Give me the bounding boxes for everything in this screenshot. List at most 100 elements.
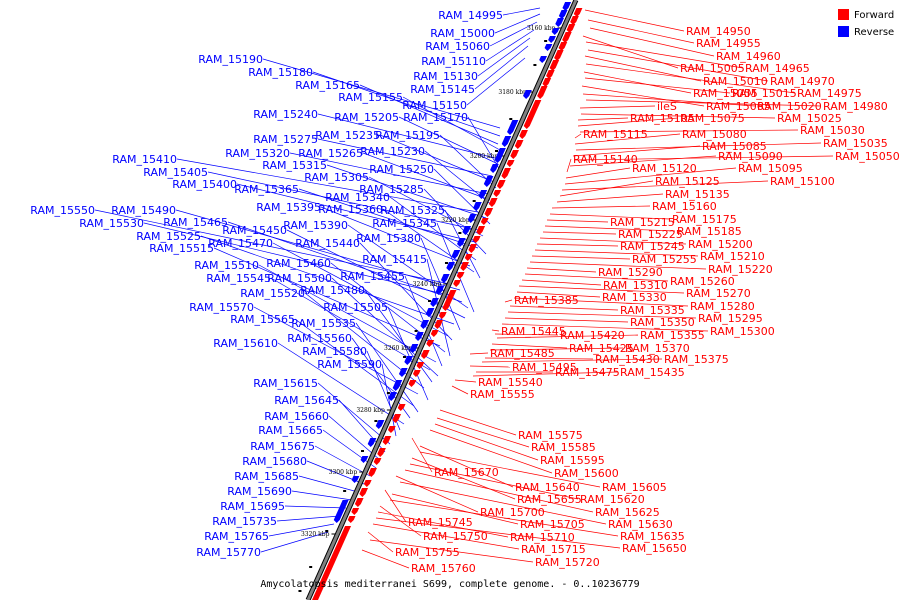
forward-gene-arrow[interactable]: [453, 280, 461, 287]
forward-gene-label[interactable]: RAM_15630: [608, 518, 673, 531]
forward-gene-label[interactable]: RAM_15120: [632, 162, 697, 175]
forward-gene-label[interactable]: RAM_15620: [580, 493, 645, 506]
reverse-gene-label[interactable]: RAM_15240: [253, 108, 318, 121]
reverse-gene-label[interactable]: RAM_15170: [403, 111, 468, 124]
forward-gene-label[interactable]: RAM_15135: [665, 188, 730, 201]
forward-gene-arrow[interactable]: [493, 190, 502, 197]
reverse-gene-arrow[interactable]: [375, 420, 385, 429]
forward-gene-label[interactable]: RAM_15310: [603, 279, 668, 292]
reverse-gene-label[interactable]: RAM_15265: [298, 147, 363, 160]
reverse-gene-label[interactable]: RAM_15275: [253, 133, 318, 146]
forward-gene-arrow[interactable]: [506, 160, 515, 167]
forward-gene-arrow[interactable]: [456, 272, 465, 279]
forward-gene-label[interactable]: RAM_15025: [777, 112, 842, 125]
forward-gene-label[interactable]: RAM_15635: [620, 530, 685, 543]
forward-gene-label[interactable]: RAM_15215: [610, 216, 675, 229]
reverse-gene-label[interactable]: RAM_15560: [287, 332, 352, 345]
reverse-gene-label[interactable]: RAM_15205: [334, 111, 399, 124]
reverse-gene-label[interactable]: RAM_15510: [194, 259, 259, 272]
forward-gene-label[interactable]: RAM_15290: [598, 266, 663, 279]
forward-gene-label[interactable]: RAM_15075: [680, 112, 745, 125]
reverse-gene-arrow[interactable]: [388, 392, 397, 401]
forward-gene-label[interactable]: RAM_15335: [620, 304, 685, 317]
forward-gene-arrow[interactable]: [312, 526, 352, 600]
forward-gene-label[interactable]: RAM_15655: [517, 493, 582, 506]
forward-gene-label[interactable]: RAM_15030: [800, 124, 865, 137]
forward-gene-arrow[interactable]: [558, 42, 568, 51]
forward-gene-arrow[interactable]: [468, 244, 478, 253]
forward-gene-label[interactable]: RAM_15485: [490, 347, 555, 360]
forward-gene-arrow[interactable]: [387, 426, 396, 433]
forward-gene-label[interactable]: RAM_15095: [738, 162, 803, 175]
reverse-gene-label[interactable]: RAM_15130: [413, 70, 478, 83]
reverse-gene-arrow[interactable]: [420, 320, 430, 329]
forward-gene-label[interactable]: RAM_15330: [602, 291, 667, 304]
reverse-gene-arrow[interactable]: [351, 476, 360, 483]
forward-gene-label[interactable]: RAM_15005: [680, 62, 745, 75]
reverse-gene-arrow[interactable]: [490, 164, 499, 173]
reverse-gene-label[interactable]: RAM_15405: [143, 166, 208, 179]
reverse-gene-label[interactable]: RAM_15695: [220, 500, 285, 513]
reverse-gene-arrow[interactable]: [367, 438, 377, 447]
forward-gene-arrow[interactable]: [484, 208, 494, 217]
forward-gene-arrow[interactable]: [359, 488, 369, 497]
forward-gene-arrow[interactable]: [392, 414, 402, 423]
forward-gene-label[interactable]: RAM_15350: [630, 316, 695, 329]
forward-gene-label[interactable]: RAM_14970: [770, 75, 835, 88]
reverse-gene-arrow[interactable]: [404, 356, 413, 365]
forward-gene-arrow[interactable]: [514, 140, 524, 149]
forward-gene-label[interactable]: RAM_15270: [686, 287, 751, 300]
reverse-gene-label[interactable]: RAM_15580: [302, 345, 367, 358]
reverse-gene-label[interactable]: RAM_15505: [323, 301, 388, 314]
reverse-gene-arrow[interactable]: [467, 214, 477, 223]
forward-gene-label[interactable]: RAM_15035: [823, 137, 888, 150]
reverse-gene-label[interactable]: RAM_15410: [112, 153, 177, 166]
reverse-gene-label[interactable]: RAM_15195: [375, 129, 440, 142]
forward-gene-arrow[interactable]: [430, 330, 439, 337]
reverse-gene-label[interactable]: RAM_15155: [338, 91, 403, 104]
reverse-gene-label[interactable]: RAM_15145: [410, 83, 475, 96]
forward-gene-label[interactable]: ileS: [657, 100, 677, 113]
reverse-gene-arrow[interactable]: [333, 500, 349, 523]
forward-gene-label[interactable]: RAM_15355: [640, 329, 705, 342]
reverse-gene-label[interactable]: RAM_15480: [300, 284, 365, 297]
reverse-gene-arrow[interactable]: [473, 202, 482, 211]
reverse-gene-arrow[interactable]: [398, 368, 408, 377]
reverse-gene-label[interactable]: RAM_15535: [291, 317, 356, 330]
forward-gene-label[interactable]: RAM_15555: [470, 388, 535, 401]
reverse-gene-label[interactable]: RAM_15110: [421, 55, 486, 68]
forward-gene-label[interactable]: RAM_15225: [618, 228, 683, 241]
forward-gene-label[interactable]: RAM_15605: [602, 481, 667, 494]
reverse-gene-label[interactable]: RAM_15550: [30, 204, 95, 217]
forward-gene-arrow[interactable]: [442, 290, 457, 311]
reverse-gene-label[interactable]: RAM_15455: [340, 270, 405, 283]
forward-gene-arrow[interactable]: [460, 262, 469, 271]
reverse-gene-arrow[interactable]: [483, 176, 494, 187]
reverse-gene-label[interactable]: RAM_15680: [242, 455, 307, 468]
reverse-gene-label[interactable]: RAM_15770: [196, 546, 261, 559]
forward-gene-label[interactable]: RAM_15540: [478, 376, 543, 389]
reverse-gene-label[interactable]: RAM_15765: [204, 530, 269, 543]
reverse-gene-label[interactable]: RAM_15000: [430, 27, 495, 40]
forward-gene-label[interactable]: RAM_14975: [797, 87, 862, 100]
forward-gene-label[interactable]: RAM_15220: [708, 263, 773, 276]
forward-gene-arrow[interactable]: [542, 78, 552, 87]
reverse-gene-arrow[interactable]: [558, 10, 568, 19]
reverse-gene-label[interactable]: RAM_15660: [264, 410, 329, 423]
forward-gene-label[interactable]: RAM_15430: [595, 353, 660, 366]
reverse-gene-label[interactable]: RAM_15735: [212, 515, 277, 528]
forward-gene-label[interactable]: RAM_15475: [555, 366, 620, 379]
forward-gene-arrow[interactable]: [438, 312, 447, 319]
forward-gene-label[interactable]: RAM_15260: [670, 275, 735, 288]
forward-gene-label[interactable]: RAM_15760: [411, 562, 476, 575]
forward-gene-label[interactable]: RAM_15080: [682, 128, 747, 141]
forward-gene-arrow[interactable]: [554, 50, 564, 61]
reverse-gene-label[interactable]: RAM_15235: [315, 129, 380, 142]
forward-gene-label[interactable]: RAM_15295: [698, 312, 763, 325]
forward-gene-label[interactable]: RAM_15140: [573, 153, 638, 166]
reverse-gene-label[interactable]: RAM_15365: [234, 183, 299, 196]
forward-gene-label[interactable]: RAM_15650: [622, 542, 687, 555]
reverse-gene-label[interactable]: RAM_15230: [360, 145, 425, 158]
forward-gene-arrow[interactable]: [416, 362, 425, 369]
forward-gene-label[interactable]: RAM_15700: [480, 506, 545, 519]
